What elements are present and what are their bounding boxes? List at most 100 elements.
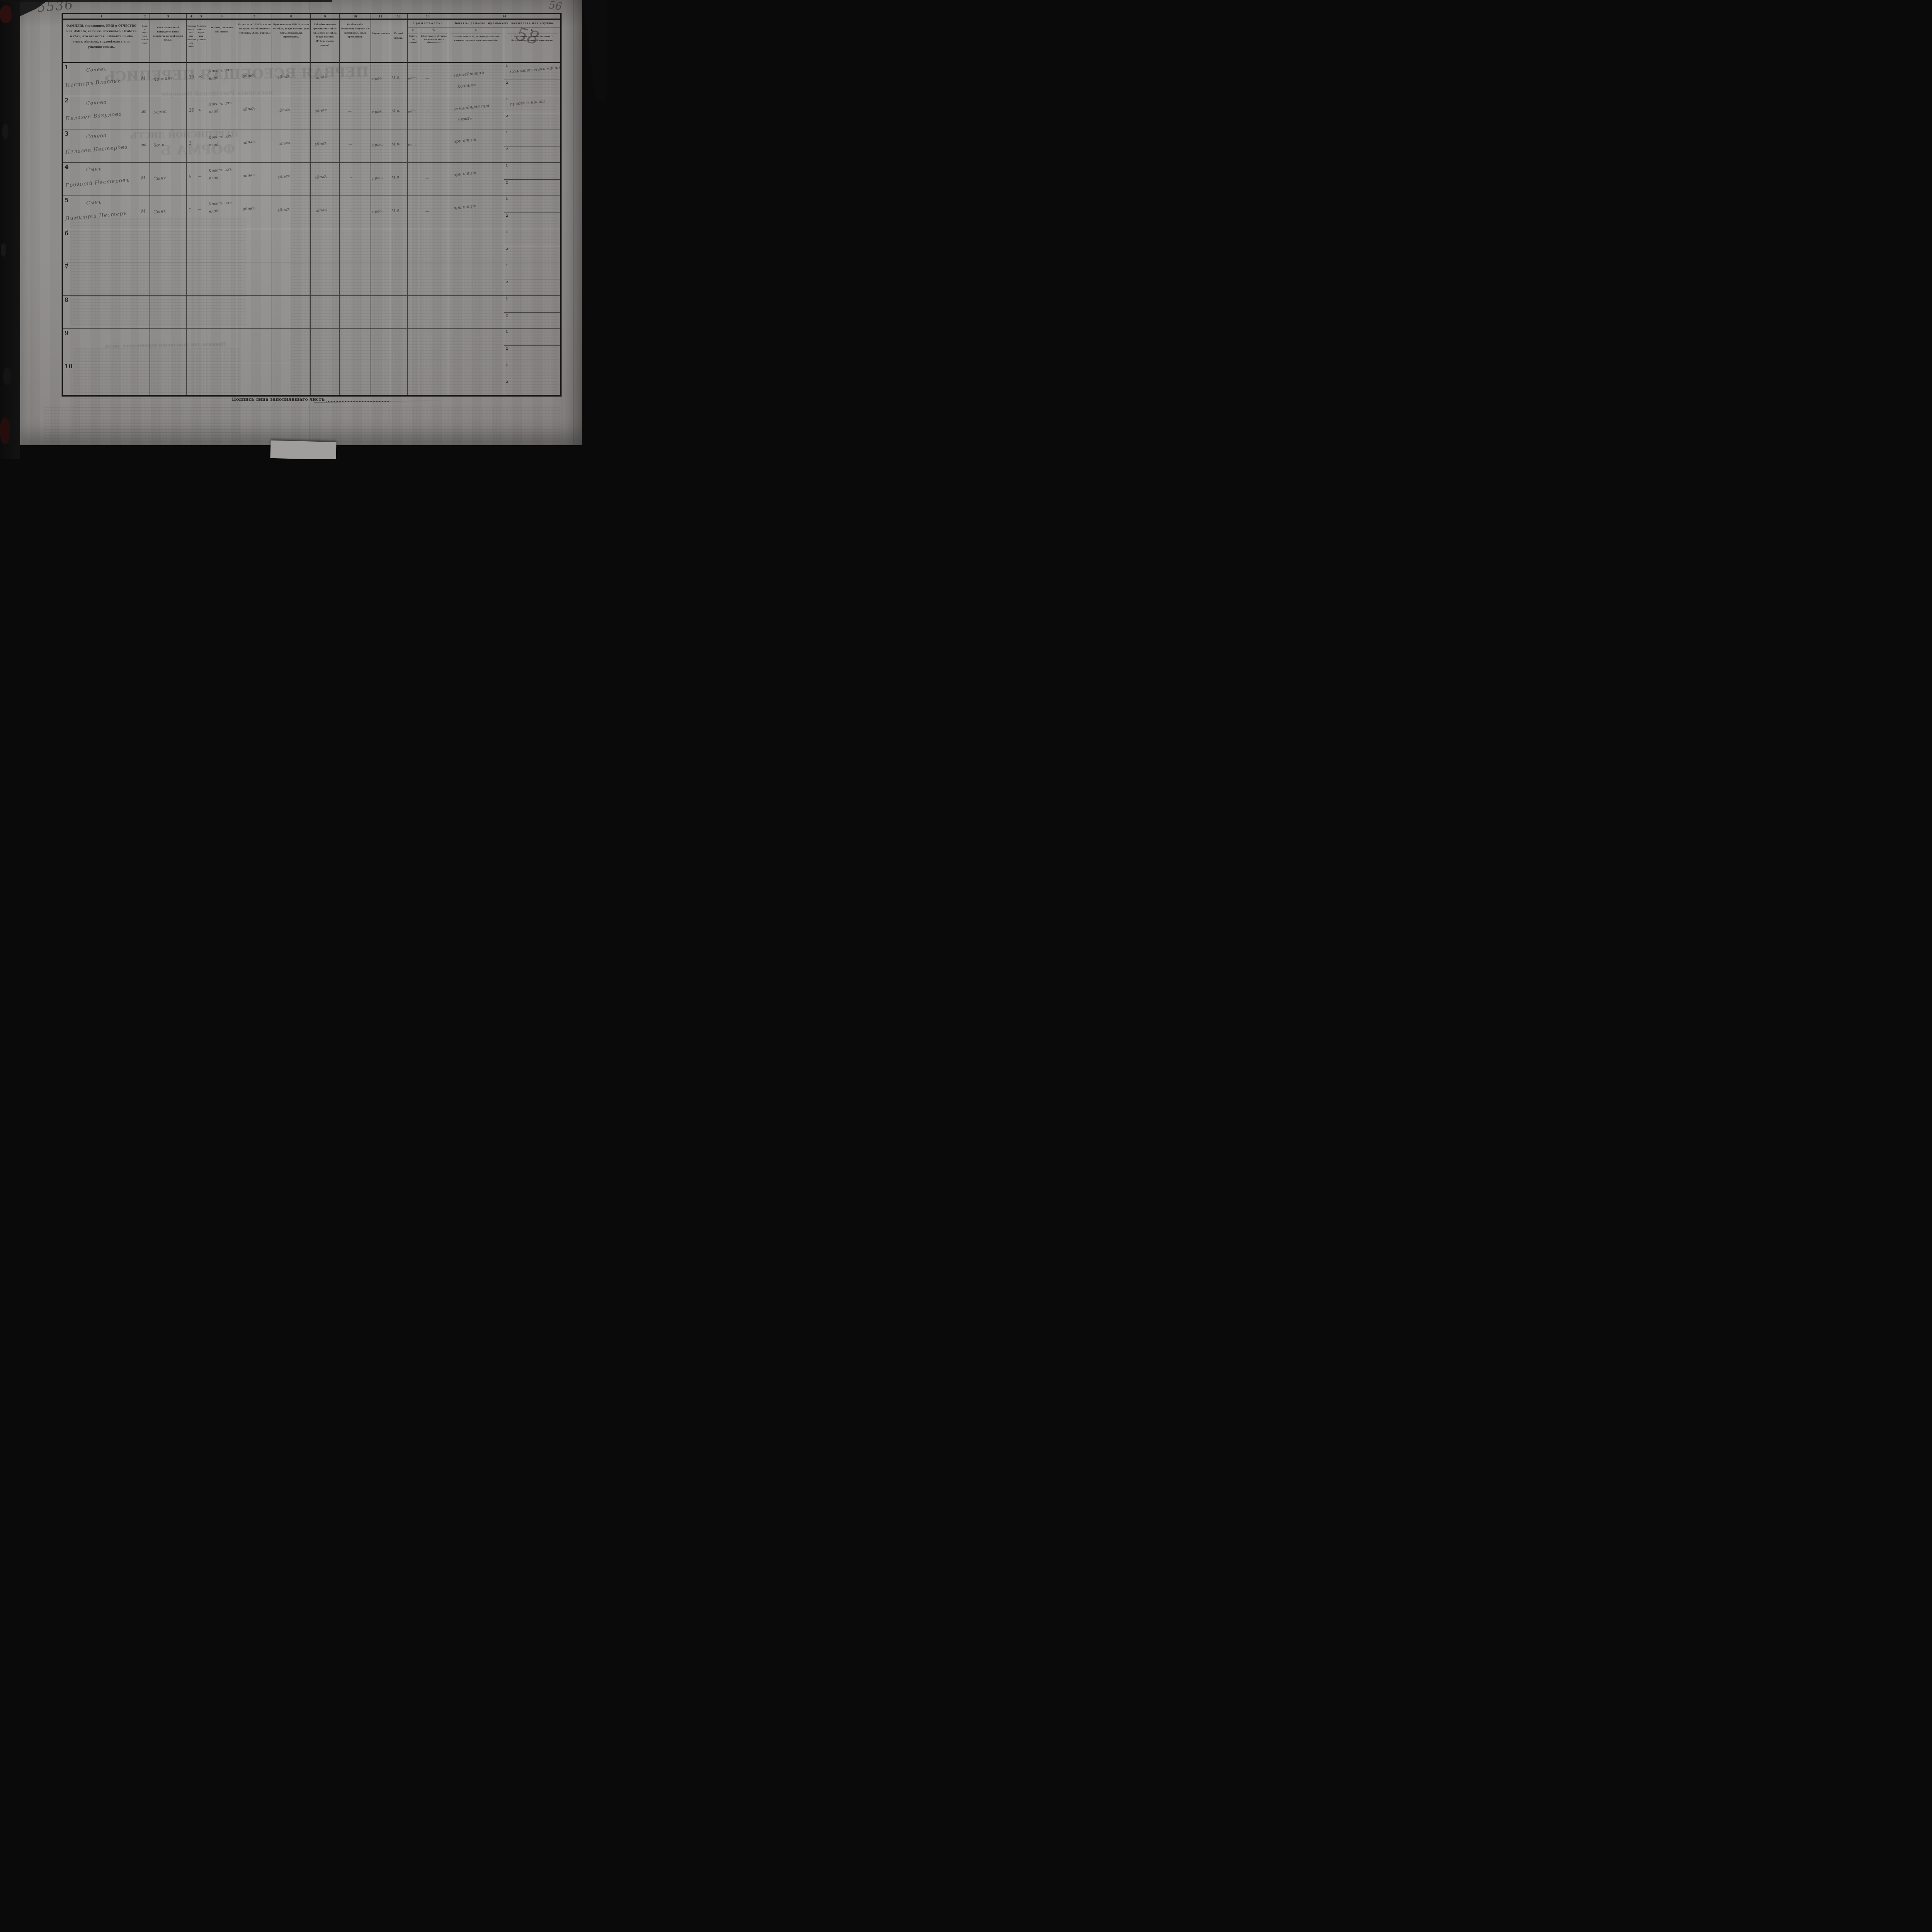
cell-marital bbox=[196, 262, 206, 296]
cell-occupation-main bbox=[448, 229, 504, 262]
header-religion: Вѣроисповѣданіе. bbox=[371, 20, 390, 63]
cell-literacy-read bbox=[408, 229, 419, 262]
cell-language: М.р. bbox=[390, 63, 408, 96]
cell-literacy-where: — bbox=[419, 196, 448, 229]
handwriting-estate: Крест. изъ влад. bbox=[208, 101, 232, 114]
film-edge-mark bbox=[3, 368, 12, 385]
header-occupation: Занятіе, ремесло, промыселъ, должность и… bbox=[448, 20, 560, 63]
cell-estate: Крест. изъ влад. bbox=[206, 129, 237, 163]
cell-absence: — bbox=[340, 163, 371, 196]
cell-occupation-side: 1 2 bbox=[504, 129, 560, 163]
handwriting-literacy-where: — bbox=[425, 109, 430, 114]
cell-sex: М bbox=[140, 196, 150, 229]
occupation-side-sub1: 1 bbox=[504, 262, 560, 279]
cell-sex bbox=[140, 362, 150, 395]
cell-literacy-read bbox=[408, 163, 419, 196]
cell-birthplace: здѣсь bbox=[237, 196, 272, 229]
cell-literacy-where: — bbox=[419, 129, 448, 163]
cell-estate bbox=[206, 229, 237, 262]
handwriting-birthplace: здѣсь bbox=[242, 106, 256, 112]
cell-residence: здѣсь bbox=[311, 63, 340, 96]
cell-relation: жена bbox=[150, 96, 187, 129]
cell-estate bbox=[206, 362, 237, 395]
cell-age: 2 bbox=[187, 129, 196, 163]
cell-marital bbox=[196, 362, 206, 395]
cell-birthplace bbox=[237, 362, 272, 395]
cell-occupation-side: 1 2 bbox=[504, 262, 560, 296]
header-residence: Гдѣ обыкновенно проживаетъ: здѣсь-ли, а … bbox=[311, 20, 340, 63]
handwriting-estate bbox=[209, 232, 235, 234]
cell-literacy-where bbox=[419, 329, 448, 362]
cell-absence bbox=[340, 362, 371, 395]
handwriting-occupation-side: прядетъ нитки bbox=[510, 99, 545, 107]
cell-language bbox=[390, 362, 408, 395]
row-number: 6 bbox=[65, 230, 69, 237]
cell-occupation-main: земледѣлецъ Хозяинъ bbox=[448, 63, 504, 96]
row-number: 9 bbox=[65, 330, 69, 337]
cell-residence bbox=[311, 262, 340, 296]
subcell-number-2: 2 bbox=[506, 80, 508, 85]
handwriting-literacy-where: — bbox=[425, 76, 430, 81]
handwriting-estate: Крест. изъ влад. bbox=[208, 167, 232, 181]
cell-relation bbox=[150, 362, 187, 395]
cell-relation: дочь bbox=[150, 129, 187, 163]
handwriting-age: 29 bbox=[188, 107, 195, 113]
header-literacy-b-text: Гдѣ обучается, обучался или кончилъ курс… bbox=[421, 35, 447, 44]
row-number: 7 bbox=[65, 263, 69, 270]
cell-residence bbox=[311, 296, 340, 329]
column-number: 2 bbox=[140, 14, 150, 20]
handwriting-birthplace: здѣсь bbox=[242, 206, 256, 212]
handwriting-residence: здѣсь bbox=[314, 174, 328, 180]
occupation-side-sub1: 1 bbox=[504, 229, 560, 246]
cell-occupation-main bbox=[448, 362, 504, 395]
header-birthplace: Родился-ли ЗДѢСЬ, а если не здѣсь, то гд… bbox=[237, 20, 272, 63]
handwriting-estate: Крест. изъ влад. bbox=[208, 68, 232, 81]
cell-literacy-where bbox=[419, 262, 448, 296]
cell-residence bbox=[311, 229, 340, 262]
handwriting-relation: Сынъ bbox=[153, 208, 167, 215]
cell-occupation-side: 1 2 bbox=[504, 329, 560, 362]
occupation-side-sub1: 1 bbox=[504, 329, 560, 346]
cell-estate: Крест. изъ влад. bbox=[206, 63, 237, 96]
header-sex: Полъ. М-муж-скій. ж-жен-скій. bbox=[140, 20, 150, 63]
cell-residence: здѣсь bbox=[311, 129, 340, 163]
column-number: 13 bbox=[408, 14, 448, 20]
page-edge-fold bbox=[573, 0, 575, 445]
cell-occupation-main: при отцѣ bbox=[448, 196, 504, 229]
header-age: Сколько минуло лѣтъ или мѣсяцевъ отъ род… bbox=[187, 20, 196, 63]
cell-religion: прав. bbox=[371, 63, 390, 96]
header-occupation-title: Занятіе, ремесло, промыселъ, должность и… bbox=[448, 20, 560, 27]
column-number: 8 bbox=[272, 14, 311, 20]
handwriting-language: М.р. bbox=[391, 175, 401, 180]
cell-literacy-read: нет. bbox=[408, 129, 419, 163]
cell-literacy-read bbox=[408, 362, 419, 395]
cell-sex: ж bbox=[140, 96, 150, 129]
cell-birthplace bbox=[237, 329, 272, 362]
cell-birthplace: здѣсь bbox=[237, 63, 272, 96]
handwriting-religion: прав. bbox=[372, 109, 383, 115]
cell-literacy-where: — bbox=[419, 96, 448, 129]
occupation-side-sub2: 2 bbox=[504, 279, 560, 296]
handwriting-occupation-main-2: Хозяинъ bbox=[457, 82, 476, 89]
header-literacy-a-label: а. bbox=[408, 27, 418, 34]
cell-literacy-where: — bbox=[419, 163, 448, 196]
handwriting-birthplace: здѣсь bbox=[242, 172, 256, 179]
row-number: 1 bbox=[65, 64, 69, 71]
cell-registration: здѣсь bbox=[272, 163, 311, 196]
cell-relation bbox=[150, 229, 187, 262]
cell-marital bbox=[196, 329, 206, 362]
handwriting-estate bbox=[209, 265, 235, 267]
row-number: 2 bbox=[65, 97, 69, 104]
handwriting-relation: жена bbox=[153, 108, 167, 115]
handwriting-marital: — bbox=[197, 174, 202, 179]
cell-language bbox=[390, 262, 408, 296]
occupation-side-sub1: 1 bbox=[504, 129, 560, 146]
cell-sex bbox=[140, 262, 150, 296]
cell-relation: Сынъ bbox=[150, 163, 187, 196]
cell-marital bbox=[196, 129, 206, 163]
cell-occupation-main: при отцѣ bbox=[448, 129, 504, 163]
cell-occupation-side: 1 2 bbox=[504, 163, 560, 196]
handwriting-occupation-main-2: мужѣ bbox=[457, 116, 472, 122]
cell-age bbox=[187, 329, 196, 362]
cell-marital bbox=[196, 229, 206, 262]
